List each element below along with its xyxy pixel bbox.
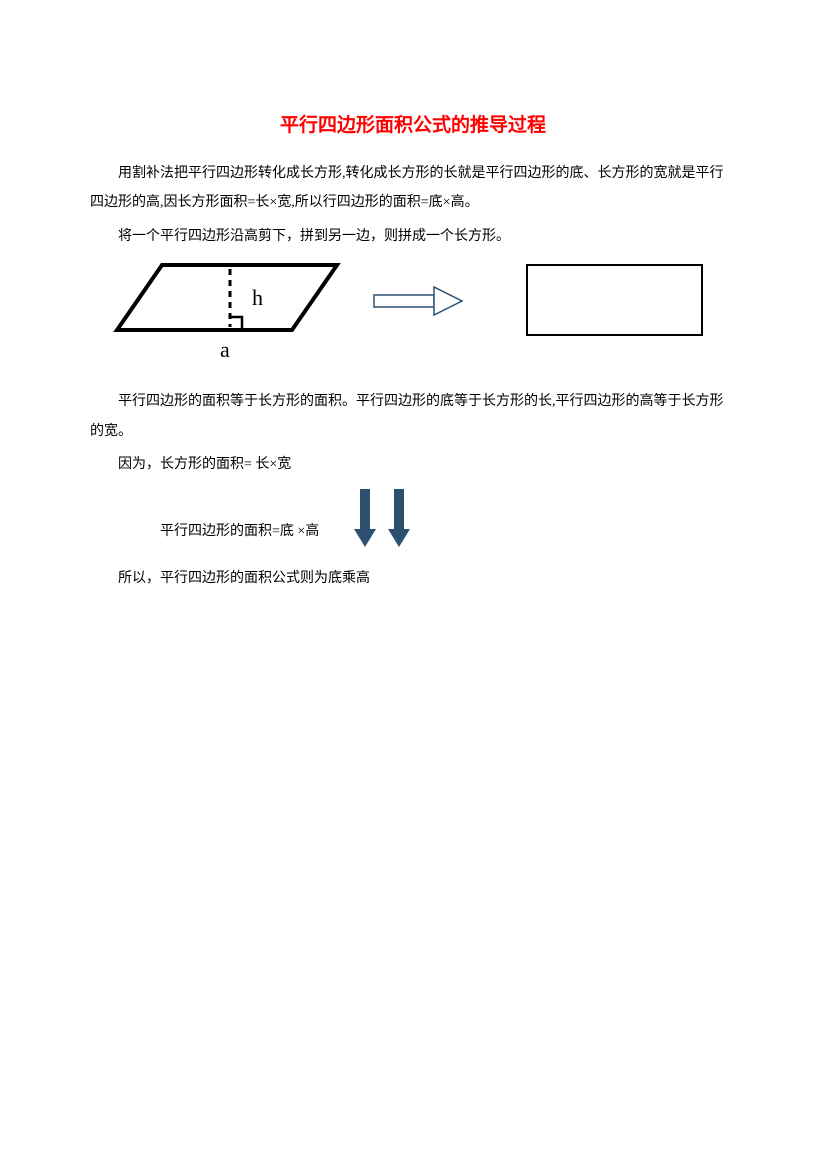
page-title: 平行四边形面积公式的推导过程 xyxy=(90,110,736,137)
rectangle-shape xyxy=(527,265,702,335)
label-a: a xyxy=(220,337,230,362)
paragraph-1: 用割补法把平行四边形转化成长方形,转化成长方形的长就是平行四边形的底、长方形的宽… xyxy=(90,159,736,218)
shapes-diagram: h a xyxy=(112,255,736,375)
down-arrows-area: 平行四边形的面积=底 ×高 xyxy=(160,485,736,560)
paragraph-4: 因为，长方形的面积= 长×宽 xyxy=(90,450,736,479)
down-arrow-icon-2 xyxy=(388,489,410,547)
paragraph-6: 所以，平行四边形的面积公式则为底乘高 xyxy=(90,564,736,593)
paragraph-2: 将一个平行四边形沿高剪下，拼到另一边，则拼成一个长方形。 xyxy=(90,222,736,251)
parallelogram-shape: h a xyxy=(117,265,337,362)
label-h: h xyxy=(252,285,263,310)
paragraph-3: 平行四边形的面积等于长方形的面积。平行四边形的底等于长方形的长,平行四边形的高等… xyxy=(90,387,736,446)
transform-arrow-icon xyxy=(374,287,462,315)
paragraph-5: 平行四边形的面积=底 ×高 xyxy=(160,522,319,539)
down-arrow-icon-1 xyxy=(354,489,376,547)
